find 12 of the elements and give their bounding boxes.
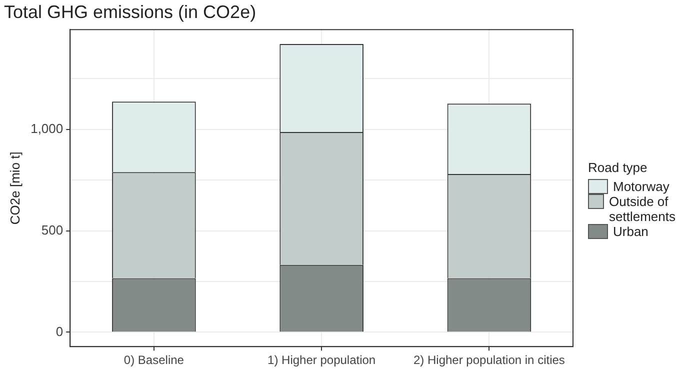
legend-label: Motorway xyxy=(613,179,670,194)
x-tick-label: 0) Baseline xyxy=(124,353,184,368)
y-tick-label: 0 xyxy=(56,324,64,339)
x-tick-label: 2) Higher population in cities xyxy=(413,353,565,368)
legend-label: Outside of settlements xyxy=(609,194,676,224)
legend-title: Road type xyxy=(588,160,648,175)
y-axis-title: CO2e [mio t] xyxy=(7,152,22,225)
y-tick-label: 500 xyxy=(41,222,64,238)
chart-title: Total GHG emissions (in CO2e) xyxy=(4,2,256,22)
legend-label: Urban xyxy=(613,224,648,239)
x-tick-label: 1) Higher population xyxy=(268,353,376,368)
y-tick-label: 1,000 xyxy=(30,120,64,136)
